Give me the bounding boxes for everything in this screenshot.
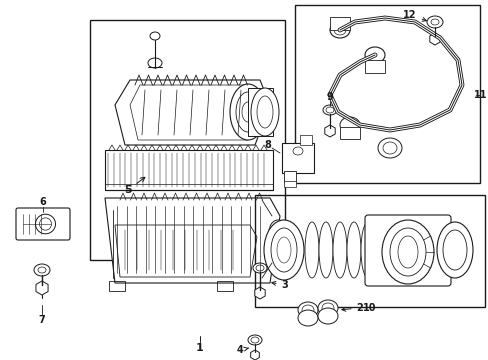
Ellipse shape <box>247 335 262 345</box>
Ellipse shape <box>272 225 283 239</box>
Ellipse shape <box>402 222 416 278</box>
Ellipse shape <box>321 303 333 313</box>
Ellipse shape <box>382 142 396 154</box>
Bar <box>247 88 272 136</box>
Ellipse shape <box>297 302 317 318</box>
Bar <box>364 60 384 73</box>
Ellipse shape <box>34 264 50 276</box>
Ellipse shape <box>377 138 401 158</box>
Bar <box>254 195 484 307</box>
Text: 11: 11 <box>473 90 487 100</box>
Ellipse shape <box>416 222 430 278</box>
Ellipse shape <box>332 222 346 278</box>
Bar <box>105 150 272 190</box>
Polygon shape <box>130 85 254 140</box>
Bar <box>299 135 311 145</box>
Ellipse shape <box>389 228 425 276</box>
Ellipse shape <box>268 220 286 244</box>
Text: 4: 4 <box>236 345 248 355</box>
Bar <box>339 127 359 139</box>
Text: 3: 3 <box>271 280 288 290</box>
Bar <box>329 17 349 30</box>
Ellipse shape <box>317 308 337 324</box>
Bar <box>282 143 313 173</box>
Bar <box>217 281 232 291</box>
Bar <box>284 171 295 183</box>
Text: 6: 6 <box>40 197 46 207</box>
Text: 7: 7 <box>39 315 45 325</box>
Ellipse shape <box>229 84 265 140</box>
Ellipse shape <box>388 222 402 278</box>
Ellipse shape <box>148 58 162 68</box>
Ellipse shape <box>436 222 472 278</box>
Ellipse shape <box>323 105 336 115</box>
Ellipse shape <box>317 300 337 316</box>
Ellipse shape <box>360 222 374 278</box>
Ellipse shape <box>381 220 433 284</box>
Ellipse shape <box>426 16 442 28</box>
FancyBboxPatch shape <box>16 208 70 240</box>
Text: 2: 2 <box>341 303 363 313</box>
Ellipse shape <box>252 263 266 273</box>
Text: 12: 12 <box>403 10 426 21</box>
Ellipse shape <box>442 230 466 270</box>
Ellipse shape <box>250 88 279 136</box>
Ellipse shape <box>150 32 160 40</box>
Bar <box>109 281 125 291</box>
Ellipse shape <box>318 222 332 278</box>
Text: 10: 10 <box>363 303 376 313</box>
Ellipse shape <box>364 47 384 63</box>
Bar <box>294 5 479 183</box>
Ellipse shape <box>242 102 253 122</box>
Text: 5: 5 <box>124 177 144 195</box>
Text: 1: 1 <box>196 343 203 353</box>
Ellipse shape <box>305 222 318 278</box>
Ellipse shape <box>346 222 360 278</box>
Polygon shape <box>105 198 280 283</box>
Text: 9: 9 <box>326 92 333 102</box>
Ellipse shape <box>264 220 304 280</box>
Ellipse shape <box>297 310 317 326</box>
Bar <box>90 20 285 260</box>
Ellipse shape <box>333 25 346 35</box>
Ellipse shape <box>257 96 272 128</box>
Ellipse shape <box>292 147 303 155</box>
Text: 8: 8 <box>264 140 271 150</box>
Bar <box>284 181 295 187</box>
Ellipse shape <box>329 22 349 38</box>
Ellipse shape <box>397 236 417 268</box>
Polygon shape <box>115 80 269 145</box>
Ellipse shape <box>374 222 388 278</box>
FancyBboxPatch shape <box>364 215 450 286</box>
Polygon shape <box>115 225 257 277</box>
Ellipse shape <box>302 305 313 315</box>
Ellipse shape <box>270 228 296 272</box>
Ellipse shape <box>236 92 260 132</box>
Ellipse shape <box>339 117 359 133</box>
